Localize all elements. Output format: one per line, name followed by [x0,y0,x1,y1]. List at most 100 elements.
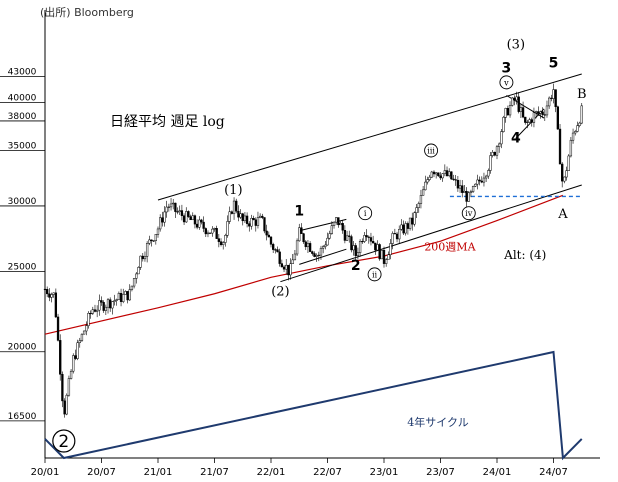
candle-body [545,105,549,116]
candle-body [52,292,55,295]
x-tick-label: 21/07 [200,467,229,478]
candle-body [511,97,514,106]
candle-body [254,219,257,226]
candle-body [454,179,457,181]
candle [374,242,377,255]
candle [167,203,171,212]
candle [248,221,251,232]
candle [400,219,403,231]
candle [543,109,546,121]
candle-body [543,114,546,116]
candle [330,221,333,235]
candle-body [285,264,288,270]
candle [463,184,466,193]
candle [145,241,149,263]
candle [561,162,564,188]
candle [52,292,55,298]
candle [148,235,151,246]
trend-line [515,108,545,139]
candle [448,168,451,178]
candle [539,110,542,119]
candle-body [371,241,375,244]
candle [415,203,418,219]
candle-body [521,107,525,118]
candle [313,251,316,258]
candle [319,245,323,260]
candle [578,121,581,128]
wave-label: 2 [351,258,361,274]
candle [458,179,462,193]
candle-body [56,316,60,341]
candle-body [174,202,177,212]
candle-body [209,232,212,234]
candle-body [421,189,425,196]
candle-body [222,242,225,245]
x-tick-label: 23/01 [370,467,399,478]
candle [226,215,229,238]
candle-body [482,177,486,183]
candle [441,173,444,182]
candle-body [467,192,470,202]
candle-body [487,170,490,177]
candle [139,255,142,270]
candle [413,211,416,227]
candle-body [74,355,77,359]
candle-body [159,217,162,230]
candle [130,285,134,292]
wave-circle [358,206,373,221]
candle [552,83,555,104]
candle-body [241,213,244,222]
candle-body [243,215,247,222]
candle-body [119,292,123,302]
candle-body [311,251,314,254]
candle-body [302,233,305,243]
candle-body [298,227,301,242]
candle-body [113,300,116,302]
candle [161,211,164,227]
candle [322,244,325,254]
candle-body [567,155,570,171]
candle-body [552,89,555,99]
candle [487,168,490,179]
candle [556,105,559,130]
candle-body [232,200,236,214]
candle-body [182,215,186,223]
candle-body [276,249,279,253]
candle-body [341,223,344,231]
candle [569,137,573,158]
candle-body [502,117,505,132]
candle-body [219,241,223,245]
candle-body [367,236,370,238]
candle [119,288,123,307]
candle-body [274,249,277,251]
candle [393,228,397,235]
candle [256,211,260,229]
candle [465,187,468,208]
candle [76,339,79,361]
candle [480,176,483,184]
candle-body [495,146,499,156]
candle [345,230,349,241]
candle [124,290,127,295]
candle-body [556,106,559,130]
candle [193,214,197,229]
candle [326,232,329,246]
candle-body [400,224,403,230]
candle [100,296,103,306]
candle-body [61,374,64,402]
candle-body [176,211,179,213]
candle [102,300,105,313]
x-tick-label: 24/07 [539,467,568,478]
wave-label-minor: ⅴ [503,78,509,87]
candle [261,213,264,220]
four-year-cycle-line [44,350,583,461]
candle-body [554,89,557,107]
x-tick-label: 24/01 [483,467,512,478]
channel-line [280,184,582,283]
candle [213,227,216,232]
candle-body [354,245,357,256]
candle [96,305,99,318]
axes: 16500 20000 25000 30000 35000 38000 40000 43000… [0,10,600,478]
candle-body [85,325,88,332]
